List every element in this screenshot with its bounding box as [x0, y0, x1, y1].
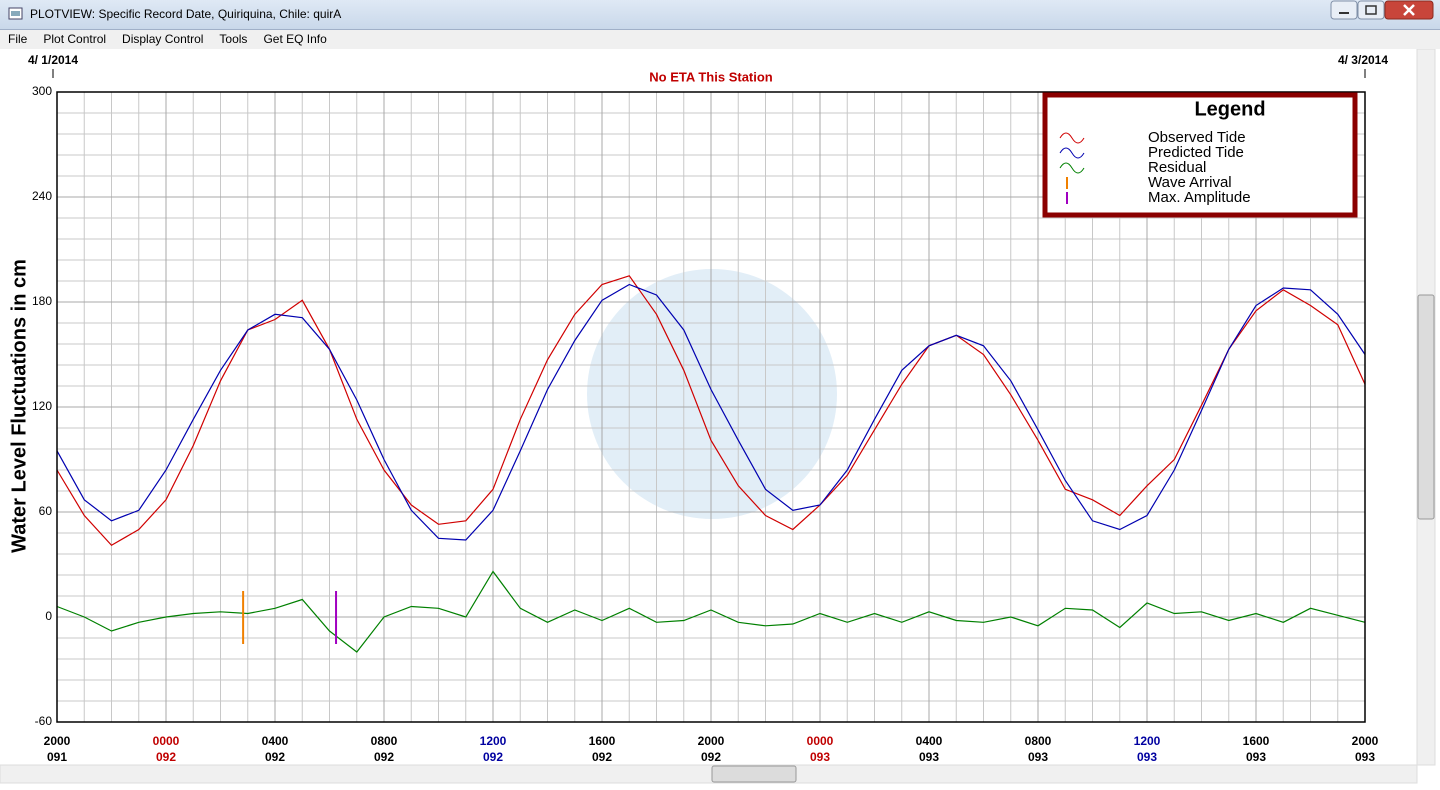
series-line: [56, 283, 1366, 541]
menu-item[interactable]: Get EQ Info: [263, 32, 327, 46]
y-tick-label: -60: [35, 714, 53, 728]
legend-label: Residual: [1148, 159, 1206, 176]
x-tick-day: 093: [1246, 750, 1266, 764]
end-date: 4/ 3/2014: [1338, 53, 1388, 67]
x-tick-label: 0800: [1025, 734, 1052, 748]
legend-label: Observed Tide: [1148, 129, 1246, 146]
x-tick-day: 092: [265, 750, 285, 764]
x-tick-label: 0400: [262, 734, 289, 748]
y-tick-label: 60: [39, 504, 53, 518]
vertical-scroll-thumb[interactable]: [1417, 294, 1435, 520]
x-tick-label: 2000: [44, 734, 71, 748]
x-tick-day: 092: [374, 750, 394, 764]
window-buttons[interactable]: [1330, 0, 1438, 22]
x-tick-label: 1600: [1243, 734, 1270, 748]
x-tick-label: 1600: [589, 734, 616, 748]
chart-title: No ETA This Station: [649, 69, 773, 84]
x-tick-day: 093: [919, 750, 939, 764]
menu-item[interactable]: File: [8, 32, 28, 46]
x-tick-label: 0800: [371, 734, 398, 748]
legend-label: Wave Arrival: [1148, 174, 1232, 191]
title-bar: PLOTVIEW: Specific Record Date, Quiriqui…: [0, 0, 1440, 30]
x-tick-day: 093: [810, 750, 830, 764]
start-date: 4/ 1/2014: [28, 53, 78, 67]
y-tick-label: 240: [32, 189, 52, 203]
chart: 4/ 1/2014 4/ 3/2014 No ETA This Station …: [0, 49, 1440, 790]
x-tick-day: 092: [592, 750, 612, 764]
x-tick-label: 0000: [153, 734, 180, 748]
legend-swatch: [1059, 132, 1085, 144]
legend-label: Predicted Tide: [1148, 144, 1244, 161]
legend-title: Legend: [1194, 98, 1265, 120]
menu-item[interactable]: Tools: [219, 32, 248, 46]
x-tick-day: 092: [156, 750, 176, 764]
x-tick-day: 092: [701, 750, 721, 764]
x-tick-day: 093: [1137, 750, 1157, 764]
y-tick-label: 120: [32, 399, 52, 413]
x-tick-day: 093: [1028, 750, 1048, 764]
horizontal-scroll-thumb[interactable]: [711, 765, 797, 783]
y-tick-label: 0: [45, 609, 52, 623]
x-tick-label: 2000: [698, 734, 725, 748]
legend-swatch: [1059, 162, 1085, 174]
app-icon: [8, 7, 23, 20]
x-tick-day: 091: [47, 750, 67, 764]
x-tick-label: 0000: [807, 734, 834, 748]
series-line: [56, 570, 1366, 653]
x-tick-day: 093: [1355, 750, 1375, 764]
x-tick-label: 1200: [1134, 734, 1161, 748]
horizontal-scrollbar[interactable]: [0, 764, 1418, 784]
legend-label: Max. Amplitude: [1148, 189, 1251, 206]
window-title: PLOTVIEW: Specific Record Date, Quiriqui…: [30, 7, 342, 21]
plot-frame: [56, 91, 1366, 723]
menu-bar: File Plot Control Display Control Tools Get …: [0, 30, 1440, 49]
y-tick-label: 300: [32, 84, 52, 98]
series-line: [56, 275, 1366, 547]
y-tick-label: 180: [32, 294, 52, 308]
legend-swatch: [1059, 147, 1085, 159]
legend-box: [1042, 92, 1358, 218]
x-tick-label: 0400: [916, 734, 943, 748]
watermark: [587, 269, 837, 519]
menu-item[interactable]: Plot Control: [43, 32, 107, 46]
menu-item[interactable]: Display Control: [122, 32, 204, 46]
y-axis-label: Water Level Fluctuations in cm: [8, 259, 30, 553]
x-tick-label: 1200: [480, 734, 507, 748]
x-tick-label: 2000: [1352, 734, 1379, 748]
x-tick-day: 092: [483, 750, 503, 764]
